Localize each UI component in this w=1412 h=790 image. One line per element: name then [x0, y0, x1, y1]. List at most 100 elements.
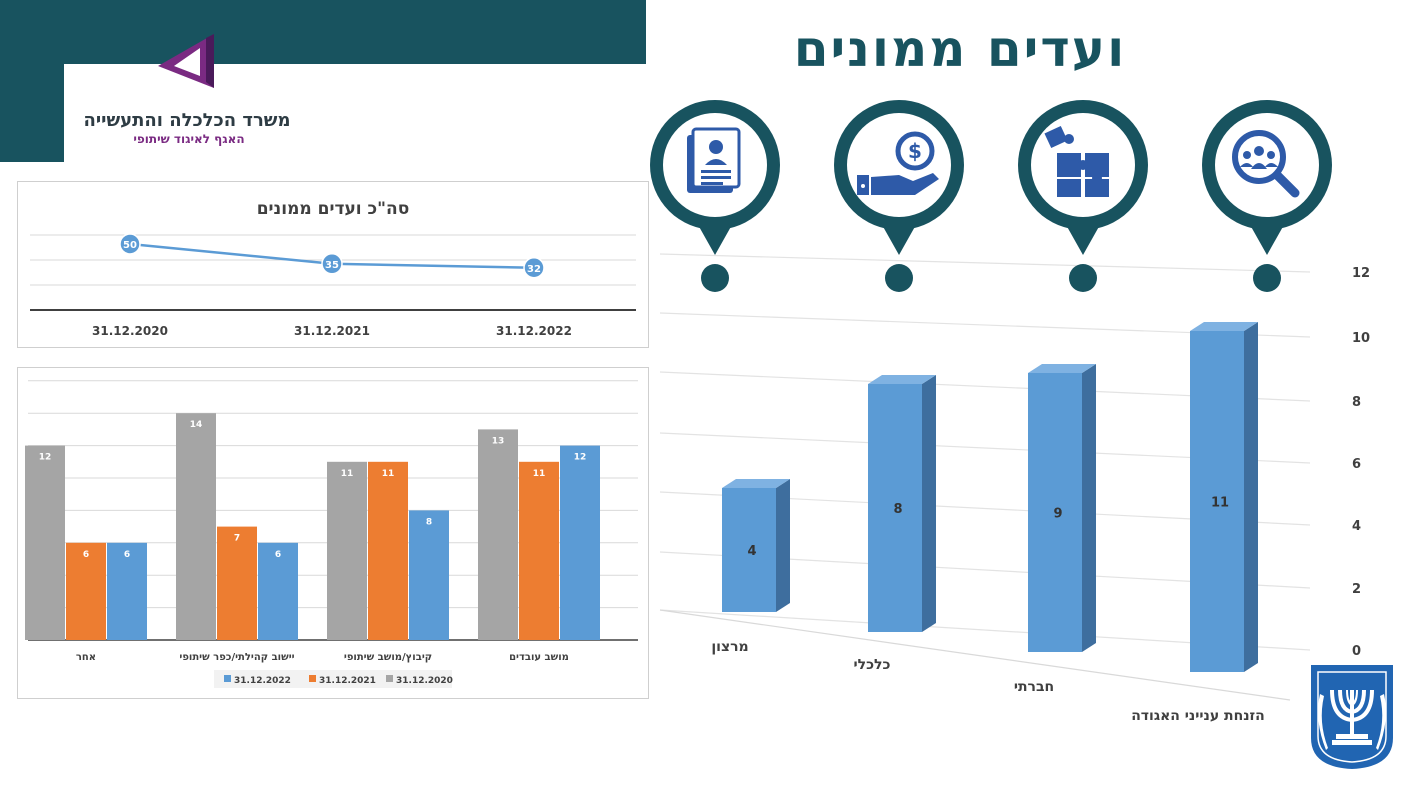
team-search-icon	[1232, 130, 1300, 198]
x-tick-label: מושב עובדים	[509, 652, 569, 663]
reasons-bar-chart: 0 2 4 6 8 10 12 11 9 8 4 הזנחת ענייני האגודה חברתי כל…	[659, 253, 1370, 724]
bar-chart: 13 11 14 12 11 11 7 6 12 8 6 6 מושב עובדים קיבוץ/מושב…	[25, 380, 638, 688]
bar3d-side	[1244, 322, 1258, 672]
bar3d-side	[1082, 364, 1096, 652]
y-tick-label: 12	[1352, 266, 1370, 281]
data-label: 6	[124, 550, 130, 560]
x-tick-label: 31.12.2020	[92, 324, 168, 338]
bar3d	[722, 479, 790, 612]
floor-edge	[659, 609, 1291, 701]
x-tick-label: כלכלי	[854, 657, 891, 673]
bar	[409, 510, 449, 640]
bar-chart-panel: 13 11 14 12 11 11 7 6 12 8 6 6 מושב עובדים קיבוץ/מושב…	[17, 367, 649, 699]
legend-label: 31.12.2022	[234, 676, 291, 686]
bar	[478, 429, 518, 640]
ministry-department: האגף לאיגוד שיתופי	[133, 132, 245, 146]
ministry-name: משרד הכלכלה והתעשייה	[83, 110, 291, 131]
x-tick-label: יישוב קהילתי/כפר שיתופי	[179, 652, 294, 663]
legend-label: 31.12.2020	[396, 676, 453, 686]
y-tick-label: 10	[1352, 331, 1370, 346]
bar3d	[1190, 322, 1258, 672]
data-label: 11	[341, 469, 354, 479]
data-label: 12	[574, 453, 587, 463]
pin-team-search	[1202, 100, 1332, 292]
bar3d	[1028, 364, 1096, 652]
hand-coin-icon: $	[857, 131, 939, 195]
y-tick-label: 6	[1352, 457, 1361, 472]
bar	[560, 445, 600, 640]
line-chart-title: סה"כ ועדים ממונים	[257, 199, 410, 219]
data-label: 6	[275, 550, 281, 560]
gridline	[659, 253, 1311, 273]
x-tick-label: מרצון	[711, 639, 748, 655]
y-tick-label: 0	[1352, 644, 1361, 659]
data-label: 11	[1211, 496, 1229, 511]
svg-text:$: $	[908, 139, 922, 163]
x-tick-label: אחר	[76, 652, 96, 663]
line-point	[523, 257, 545, 279]
state-emblem	[1309, 663, 1395, 772]
x-tick-label: 31.12.2022	[496, 324, 572, 338]
bar3d-top	[1190, 322, 1258, 331]
line-chart: סה"כ ועדים ממונים 50 35 32 31.12.2020 31.12.2…	[30, 199, 636, 338]
y-tick-label: 2	[1352, 582, 1361, 597]
data-label: 32	[527, 264, 541, 275]
line-point	[321, 253, 343, 275]
page-title: ועדים ממונים	[793, 20, 1127, 78]
legend-swatch	[309, 675, 316, 682]
data-label: 11	[382, 469, 395, 479]
bar3d-front	[1190, 331, 1244, 672]
logo-area	[64, 64, 314, 162]
legend-box	[214, 670, 452, 688]
x-tick-label: חברתי	[1014, 679, 1054, 695]
data-label: 8	[426, 517, 432, 527]
bar	[25, 445, 65, 640]
data-label: 50	[123, 240, 137, 251]
pin-hand-coin: $	[834, 100, 964, 292]
x-tick-label: קיבוץ/מושב שיתופי	[344, 652, 432, 663]
data-label: 11	[533, 469, 546, 479]
data-label: 7	[234, 534, 240, 544]
puzzle-icon	[1044, 125, 1109, 197]
bar3d-front	[722, 488, 776, 612]
legend-swatch	[386, 675, 393, 682]
x-tick-label: הזנחת ענייני האגודה	[1131, 708, 1265, 724]
bar	[258, 542, 298, 640]
data-label: 4	[747, 544, 756, 559]
bar3d-front	[1028, 373, 1082, 652]
legend-label: 31.12.2021	[319, 676, 376, 686]
header-banner-side	[0, 0, 64, 162]
line-point	[119, 233, 141, 255]
bar3d-side	[922, 375, 936, 632]
bar3d-top	[868, 375, 936, 384]
data-label: 35	[325, 260, 339, 271]
line-chart-panel: סה"כ ועדים ממונים 50 35 32 31.12.2020 31.12.2…	[17, 181, 649, 348]
header-banner	[0, 0, 646, 64]
legend-swatch	[224, 675, 231, 682]
document-person-icon	[687, 127, 741, 193]
bar3d-front	[868, 384, 922, 632]
data-label: 13	[492, 436, 505, 446]
data-label: 12	[39, 453, 52, 463]
bar	[327, 461, 367, 640]
bar3d-top	[1028, 364, 1096, 373]
y-tick-label: 8	[1352, 395, 1361, 410]
bar	[66, 542, 106, 640]
ministry-logo	[158, 34, 214, 88]
bar	[176, 413, 216, 640]
data-label: 6	[83, 550, 89, 560]
x-tick-label: 31.12.2021	[294, 324, 370, 338]
data-label: 9	[1053, 507, 1062, 522]
bar	[217, 526, 257, 640]
bar	[519, 461, 559, 640]
pin-document-person	[650, 100, 780, 292]
data-label: 8	[893, 502, 902, 517]
pin-puzzle	[1018, 100, 1148, 292]
bar3d-top	[722, 479, 790, 488]
bar	[368, 461, 408, 640]
bar3d-side	[776, 479, 790, 612]
bar3d	[868, 375, 936, 632]
y-tick-label: 4	[1352, 519, 1361, 534]
data-label: 14	[190, 420, 203, 430]
bar	[107, 542, 147, 640]
